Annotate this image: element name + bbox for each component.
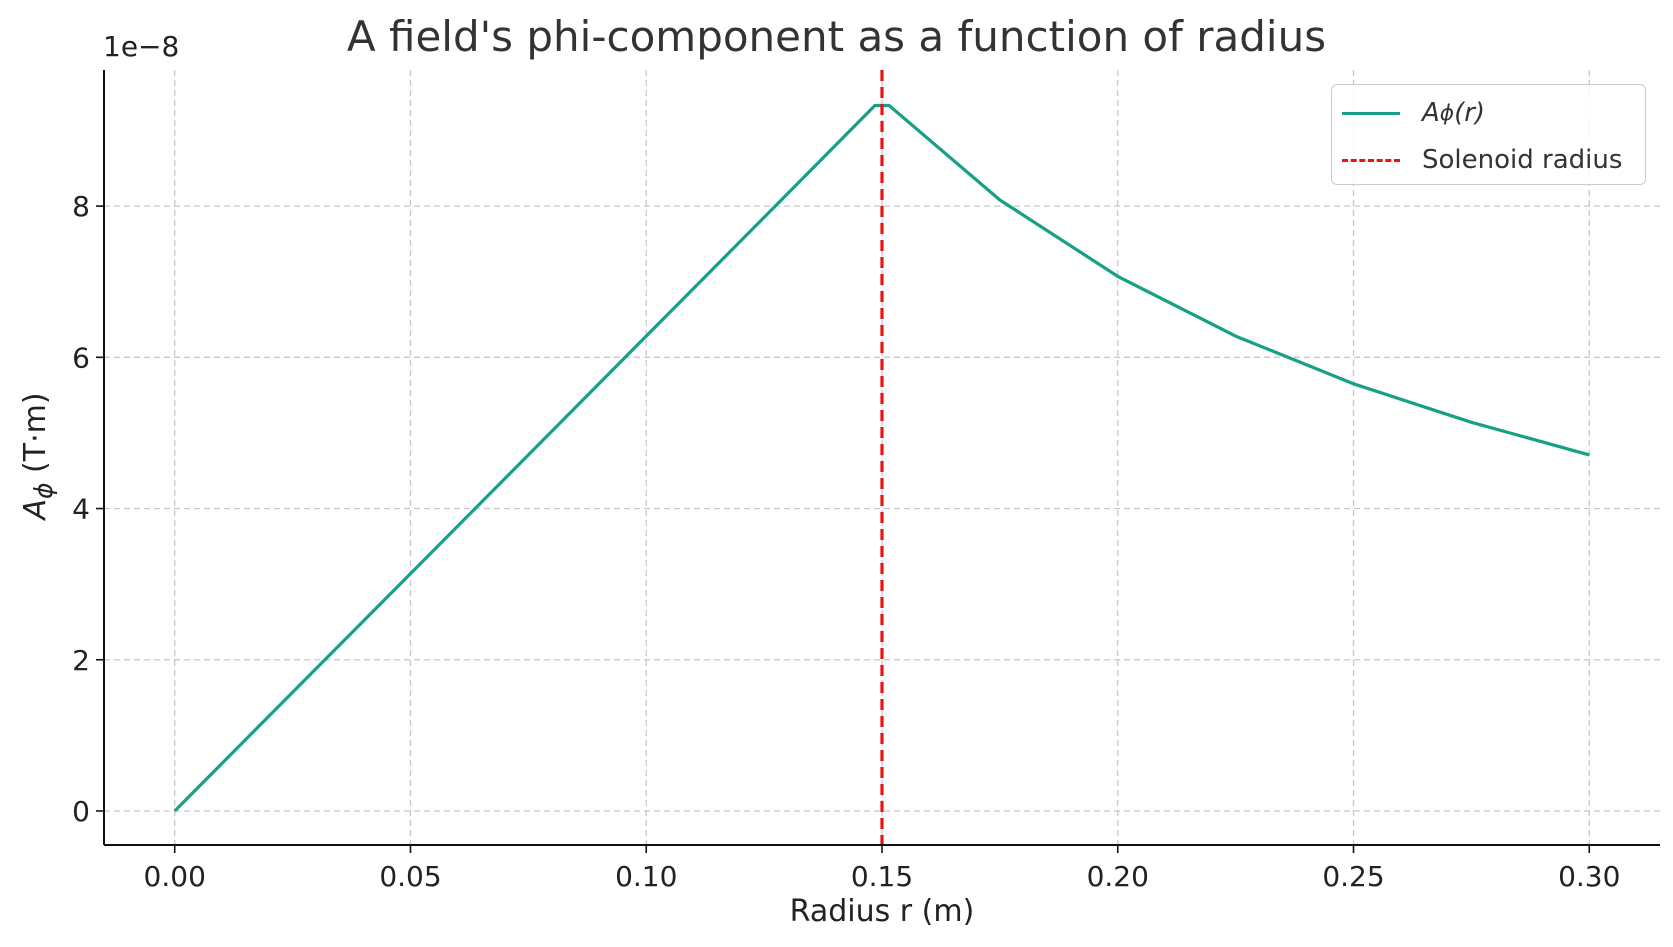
legend-swatch-solenoid: [1342, 158, 1400, 162]
chart-title: A field's phi-component as a function of…: [346, 12, 1327, 61]
y-axis-label: Aϕ (T·m): [18, 392, 58, 519]
x-tick-label: 0.10: [615, 860, 677, 893]
legend-label-field-sub: ϕ: [1439, 100, 1455, 126]
x-axis-label: Radius r (m): [789, 894, 975, 929]
x-tick-label: 0.00: [144, 860, 206, 893]
legend-swatch-field: [1342, 111, 1400, 115]
x-tick-label: 0.15: [851, 860, 913, 893]
x-tick-label: 0.05: [379, 860, 441, 893]
y-offset-text: 1e−8: [103, 30, 180, 63]
y-axis-label-main: A: [18, 499, 53, 520]
tick-layer: 0.00 0.05 0.10 0.15 0.20 0.25 0.30 0 2 4 6 8: [72, 190, 1620, 893]
x-tick-label: 0.20: [1087, 860, 1149, 893]
series-layer: [173, 70, 1590, 845]
grid-layer: [104, 70, 1660, 845]
legend-label-solenoid: Solenoid radius: [1422, 145, 1623, 175]
axes-layer: [103, 70, 1660, 846]
legend-label-field-tail: (r): [1454, 98, 1486, 128]
legend-label-field-main: A: [1422, 98, 1440, 128]
y-axis-label-sub: ϕ: [29, 482, 58, 500]
y-axis-label-unit: (T·m): [18, 392, 53, 473]
legend-item-solenoid: Solenoid radius: [1342, 140, 1622, 180]
y-tick-label: 2: [72, 644, 90, 677]
y-tick-label: 0: [72, 795, 90, 828]
y-tick-label: 4: [72, 493, 90, 526]
y-tick-label: 6: [72, 341, 90, 374]
y-tick-label: 8: [72, 190, 90, 223]
x-tick-label: 0.30: [1558, 860, 1620, 893]
x-tick-label: 0.25: [1322, 860, 1384, 893]
